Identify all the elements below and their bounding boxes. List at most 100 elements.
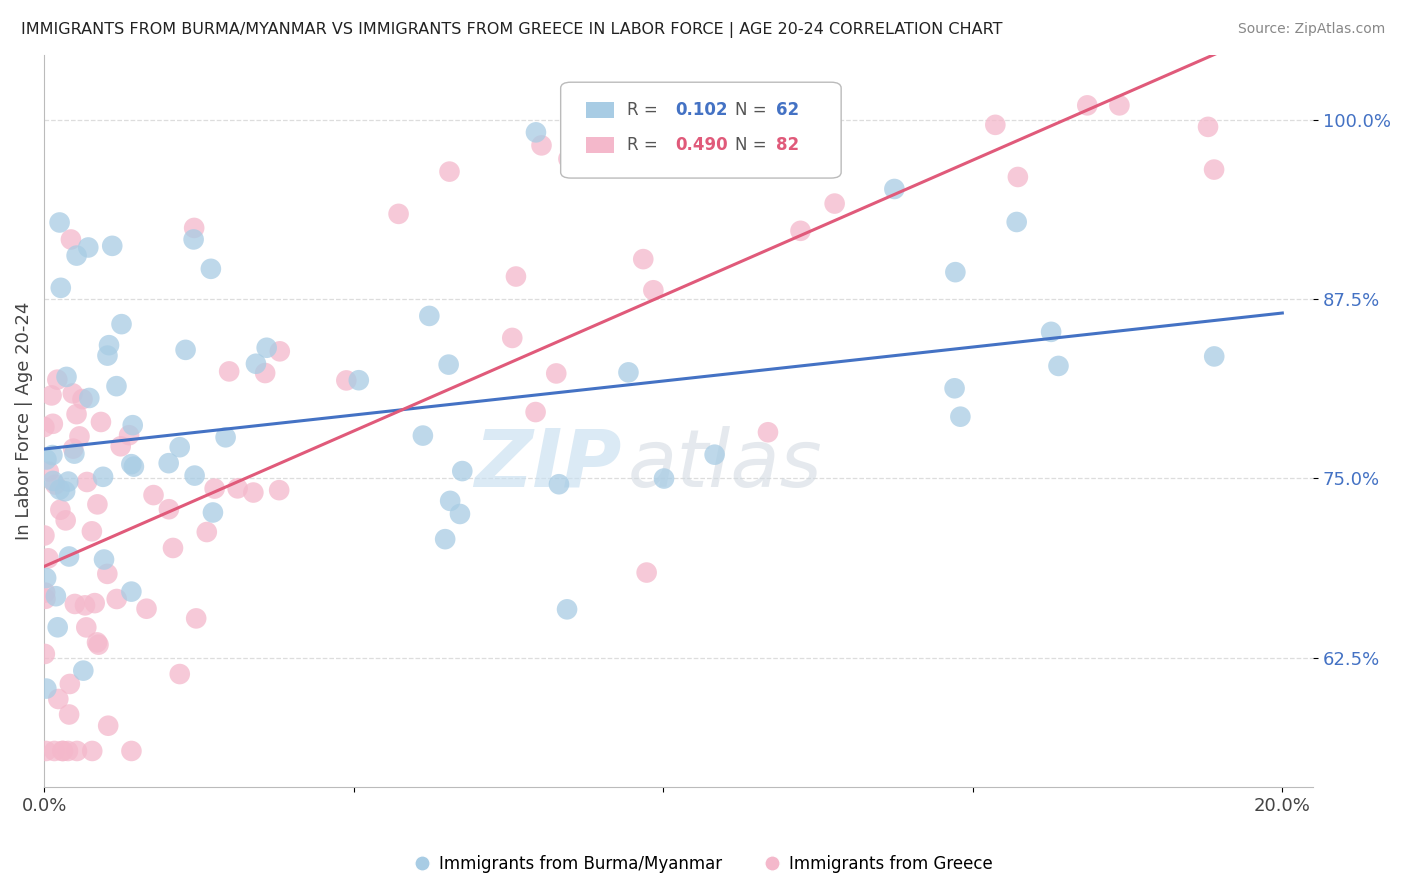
Point — [76, 475, 98, 489]
Point — [186, 611, 208, 625]
Point — [97, 719, 120, 733]
Point — [34, 420, 56, 434]
Point — [335, 373, 357, 387]
Point — [169, 667, 191, 681]
Point — [91, 470, 114, 484]
Point — [157, 456, 180, 470]
Point — [42, 417, 65, 431]
Point — [98, 338, 121, 352]
Point — [72, 392, 94, 406]
Point — [1204, 350, 1226, 364]
Point — [418, 309, 440, 323]
Point — [120, 744, 142, 758]
Point — [46, 692, 69, 706]
Point — [1040, 325, 1063, 339]
Point — [214, 430, 236, 444]
Point — [46, 620, 69, 634]
Point — [35, 681, 58, 696]
Point — [1202, 162, 1225, 177]
Point — [269, 344, 291, 359]
Point — [105, 592, 128, 607]
Point — [555, 602, 578, 616]
Point — [169, 440, 191, 454]
Point — [45, 589, 67, 603]
Y-axis label: In Labor Force | Age 20-24: In Labor Force | Age 20-24 — [15, 301, 32, 541]
Point — [434, 532, 457, 546]
Legend: Immigrants from Burma/Myanmar, Immigrants from Greece: Immigrants from Burma/Myanmar, Immigrant… — [408, 848, 998, 880]
Point — [58, 707, 80, 722]
Point — [69, 429, 91, 443]
Point — [201, 506, 224, 520]
Point — [1005, 215, 1028, 229]
Point — [34, 647, 56, 661]
Text: R =: R = — [627, 101, 662, 119]
Point — [42, 474, 65, 488]
Point — [59, 232, 82, 246]
Point — [883, 182, 905, 196]
Point — [48, 483, 70, 497]
Point — [55, 513, 77, 527]
Point — [46, 373, 69, 387]
Point — [636, 566, 658, 580]
Point — [66, 744, 89, 758]
Point — [118, 428, 141, 442]
FancyBboxPatch shape — [586, 102, 614, 118]
Point — [65, 249, 87, 263]
Point — [617, 365, 640, 379]
Point — [546, 367, 568, 381]
Point — [943, 381, 966, 395]
Point — [195, 524, 218, 539]
Point — [83, 596, 105, 610]
Point — [93, 552, 115, 566]
Point — [120, 457, 142, 471]
Text: N =: N = — [734, 136, 772, 154]
Point — [55, 370, 77, 384]
Point — [984, 118, 1007, 132]
Point — [633, 252, 655, 267]
Point — [949, 409, 972, 424]
Point — [49, 502, 72, 516]
Point — [35, 571, 58, 585]
Point — [1108, 98, 1130, 112]
Point — [72, 664, 94, 678]
Point — [135, 601, 157, 615]
Point — [65, 407, 87, 421]
Point — [41, 448, 63, 462]
Point — [34, 591, 56, 606]
Point — [37, 551, 59, 566]
Point — [387, 207, 409, 221]
Point — [548, 477, 571, 491]
Point — [82, 744, 104, 758]
Point — [183, 232, 205, 246]
Point — [48, 215, 70, 229]
Point — [110, 317, 132, 331]
Point — [789, 224, 811, 238]
Point — [101, 239, 124, 253]
Point — [524, 125, 547, 139]
Point — [673, 129, 696, 144]
Text: 82: 82 — [776, 136, 800, 154]
Point — [703, 448, 725, 462]
Point — [505, 269, 527, 284]
Point — [269, 483, 291, 497]
Point — [242, 485, 264, 500]
Point — [557, 152, 579, 166]
FancyBboxPatch shape — [586, 137, 614, 153]
Point — [200, 261, 222, 276]
Point — [96, 349, 118, 363]
Point — [41, 388, 63, 402]
Point — [79, 391, 101, 405]
Point — [1076, 98, 1098, 112]
Point — [162, 541, 184, 555]
Point — [105, 379, 128, 393]
Point — [73, 599, 96, 613]
Point — [59, 677, 82, 691]
Point — [449, 507, 471, 521]
Point — [62, 442, 84, 456]
Point — [35, 452, 58, 467]
Point — [1047, 359, 1070, 373]
Point — [53, 484, 76, 499]
Point — [756, 425, 779, 440]
Point — [1007, 169, 1029, 184]
Point — [945, 265, 967, 279]
